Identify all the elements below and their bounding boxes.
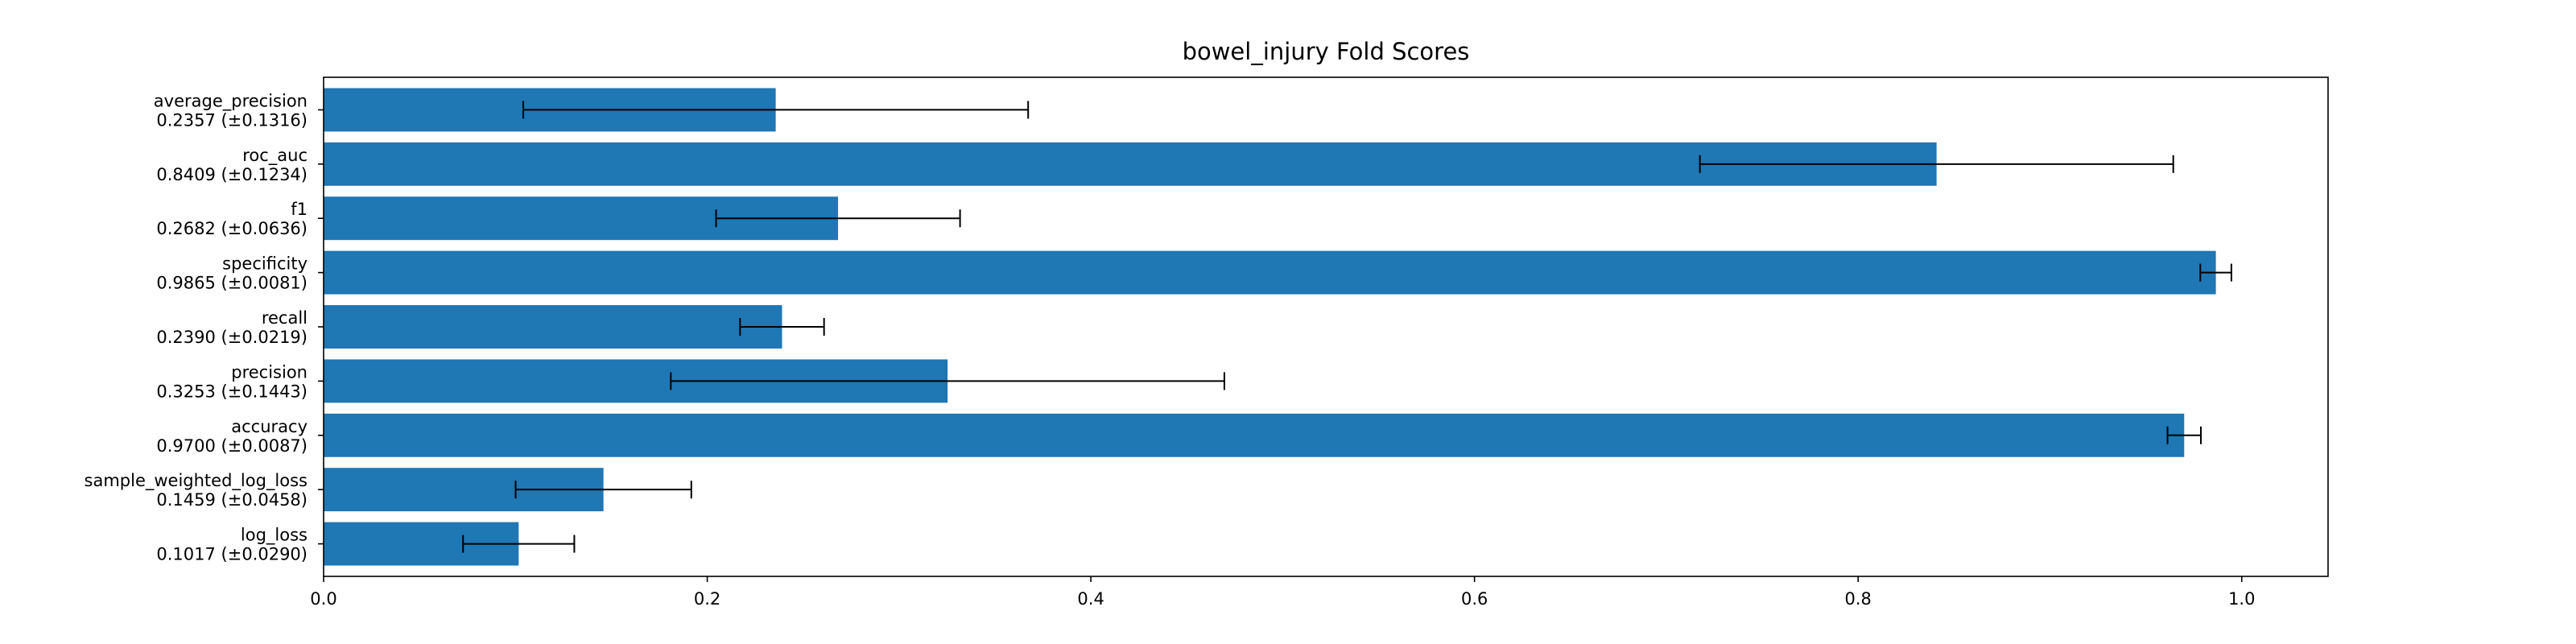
ytick-score-roc_auc: 0.8409 (±0.1234): [156, 165, 308, 184]
bar-specificity: [324, 250, 2216, 295]
xtick-label: 0.2: [694, 589, 720, 609]
bar-accuracy: [324, 413, 2185, 457]
ytick-score-log_loss: 0.1017 (±0.0290): [156, 545, 308, 564]
ytick-label-average_precision: average_precision: [154, 91, 308, 111]
xtick-label: 0.8: [1845, 589, 1872, 609]
ytick-label-sample_weighted_log_loss: sample_weighted_log_loss: [85, 471, 308, 491]
ytick-score-recall: 0.2390 (±0.0219): [156, 328, 308, 347]
x-axis: 0.0 0.2 0.4 0.6 0.8 1.0: [310, 576, 2255, 609]
ytick-label-recall: recall: [262, 308, 308, 328]
ytick-score-f1: 0.2682 (±0.0636): [156, 219, 308, 238]
xtick-label: 0.4: [1077, 589, 1104, 609]
ytick-score-accuracy: 0.9700 (±0.0087): [156, 436, 308, 456]
errorbars-group: [462, 101, 2232, 553]
ytick-score-precision: 0.3253 (±0.1443): [156, 382, 308, 401]
xtick-label: 0.6: [1461, 589, 1488, 609]
ytick-label-f1: f1: [291, 200, 308, 219]
ytick-score-specificity: 0.9865 (±0.0081): [156, 274, 308, 293]
ytick-label-log_loss: log_loss: [241, 526, 308, 546]
ytick-label-roc_auc: roc_auc: [242, 146, 308, 166]
xtick-label: 1.0: [2228, 589, 2255, 609]
xtick-label: 0.0: [310, 589, 336, 609]
ytick-label-precision: precision: [231, 362, 308, 382]
bars-group: [324, 88, 2216, 566]
ytick-score-average_precision: 0.2357 (±0.1316): [156, 110, 308, 130]
ytick-label-accuracy: accuracy: [231, 417, 308, 436]
ytick-score-sample_weighted_log_loss: 0.1459 (±0.0458): [156, 490, 308, 510]
bar-recall: [324, 305, 782, 349]
bar-roc_auc: [324, 142, 1937, 186]
ytick-label-specificity: specificity: [222, 254, 308, 274]
chart-title: bowel_injury Fold Scores: [1183, 38, 1470, 65]
